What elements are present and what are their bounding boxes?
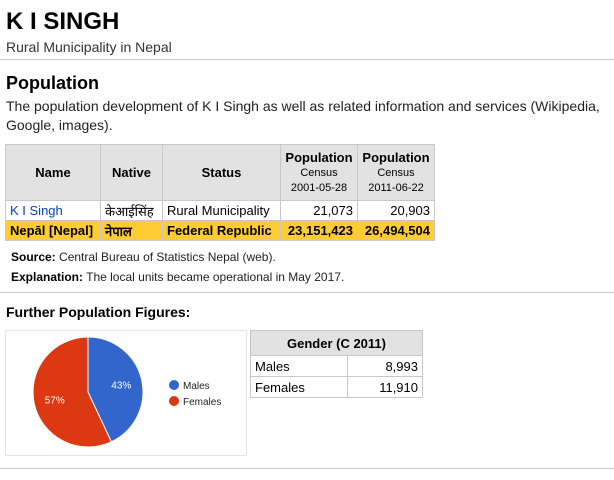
gender-value-cell: 11,910	[347, 376, 423, 398]
table-row-nepal: Nepāl [Nepal] नेपाल Federal Republic 23,…	[5, 220, 435, 241]
table-row: Males 8,993	[250, 355, 423, 377]
section-heading-further: Further Population Figures:	[6, 304, 191, 320]
row-pop-2001-cell: 21,073	[280, 200, 358, 221]
table-row: Females 11,910	[250, 376, 423, 398]
row-pop-2011-cell: 26,494,504	[357, 220, 435, 241]
column-header-native: Native	[100, 144, 163, 201]
population-2001-date: 2001-05-28	[290, 181, 348, 194]
section-heading-population: Population	[6, 73, 99, 93]
legend-label: Females	[183, 397, 221, 408]
row-native-cell: नेपाल	[100, 220, 163, 241]
gender-label-cell: Females	[250, 376, 348, 398]
gender-table-header: Gender (C 2011)	[250, 330, 423, 356]
row-status-cell: Federal Republic	[162, 220, 281, 241]
population-2001-census: Census	[300, 166, 338, 179]
gender-table: Gender (C 2011) Males 8,993 Females 11,9…	[250, 330, 423, 398]
explanation-note: Explanation: The local units became oper…	[11, 270, 344, 284]
row-status-cell: Rural Municipality	[162, 200, 281, 221]
row-pop-2001-cell: 23,151,423	[280, 220, 358, 241]
explanation-text: The local units became operational in Ma…	[83, 270, 345, 284]
divider	[0, 292, 614, 293]
row-native-cell: केआईसिंह	[100, 200, 163, 221]
gender-value-cell: 8,993	[347, 355, 423, 377]
legend-swatch	[169, 396, 179, 406]
divider	[0, 59, 614, 60]
table-row: K I Singh केआईसिंह Rural Municipality 21…	[5, 200, 435, 221]
column-header-population-2001: Population Census 2001-05-28	[280, 144, 358, 201]
row-name-cell: Nepāl [Nepal]	[5, 220, 101, 241]
pie-slice-label: 43%	[111, 381, 131, 392]
page-title: K I SINGH	[6, 8, 120, 35]
pie-chart-svg: 43% 57% Males Females	[32, 336, 221, 448]
k-i-singh-link[interactable]: K I Singh	[10, 203, 63, 218]
legend-label: Males	[183, 381, 210, 392]
source-label: Source:	[11, 250, 56, 264]
population-2001-label: Population	[285, 149, 353, 165]
column-header-status: Status	[162, 144, 281, 201]
population-2011-census: Census	[377, 166, 415, 179]
legend-swatch	[169, 380, 179, 390]
population-2011-label: Population	[362, 149, 430, 165]
population-intro: The population development of K I Singh …	[6, 98, 600, 133]
row-name-cell[interactable]: K I Singh	[5, 200, 101, 221]
gender-label-cell: Males	[250, 355, 348, 377]
population-table: Name Native Status Population Census 200…	[5, 144, 435, 241]
page-subtitle: Rural Municipality in Nepal	[6, 39, 172, 55]
divider	[0, 468, 614, 469]
gender-pie-chart: 43% 57% Males Females	[5, 330, 247, 456]
population-2011-date: 2011-06-22	[368, 181, 424, 194]
pie-slice-label: 57%	[45, 395, 65, 406]
pie-slice-females	[32, 336, 113, 448]
explanation-label: Explanation:	[11, 270, 84, 284]
column-header-population-2011: Population Census 2011-06-22	[357, 144, 435, 201]
source-text: Central Bureau of Statistics Nepal (web)…	[55, 250, 276, 264]
pie-slice-males	[87, 336, 144, 443]
column-header-name: Name	[5, 144, 101, 201]
row-pop-2011-cell: 20,903	[357, 200, 435, 221]
source-note: Source: Central Bureau of Statistics Nep…	[11, 250, 276, 264]
